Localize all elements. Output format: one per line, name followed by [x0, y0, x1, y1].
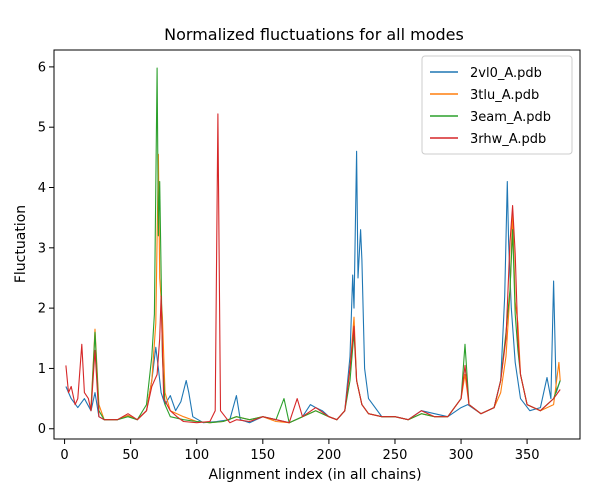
y-tick-label-3: 3: [38, 241, 46, 256]
x-tick-label-4: 200: [316, 448, 341, 463]
legend-label-1: 3tlu_A.pdb: [470, 88, 539, 103]
chart-title: Normalized fluctuations for all modes: [164, 25, 464, 44]
x-tick-label-3: 150: [250, 448, 275, 463]
x-tick-label-6: 300: [449, 448, 474, 463]
y-axis-label: Fluctuation: [13, 205, 29, 283]
legend: 2vl0_A.pdb 3tlu_A.pdb 3eam_A.pdb 3rhw_A.pdb: [421, 55, 573, 155]
y-tick-label-1: 1: [38, 362, 46, 377]
x-tick-label-0: 0: [60, 448, 68, 463]
legend-box: [421, 55, 573, 155]
y-tick-label-4: 4: [38, 181, 46, 196]
y-tick-label-6: 6: [38, 60, 46, 75]
x-tick-label-2: 100: [184, 448, 209, 463]
y-tick-label-0: 0: [38, 422, 46, 437]
x-axis-label: Alignment index (in all chains): [208, 467, 421, 483]
legend-label-0: 2vl0_A.pdb: [470, 66, 542, 81]
legend-label-2: 3eam_A.pdb: [470, 110, 551, 125]
plot-area: [65, 67, 561, 424]
plot-frame: [53, 49, 581, 440]
x-tick-label-7: 350: [515, 448, 540, 463]
y-axis: 0 1 2 3 4 5 6: [38, 60, 54, 437]
x-tick-label-5: 250: [383, 448, 408, 463]
series-line-3: [65, 113, 561, 424]
x-axis: 0 50 100 150 200 250 300 350: [60, 439, 540, 463]
y-tick-label-2: 2: [38, 302, 46, 317]
legend-label-3: 3rhw_A.pdb: [470, 132, 546, 147]
y-tick-label-5: 5: [38, 121, 46, 136]
x-tick-label-1: 50: [122, 448, 139, 463]
